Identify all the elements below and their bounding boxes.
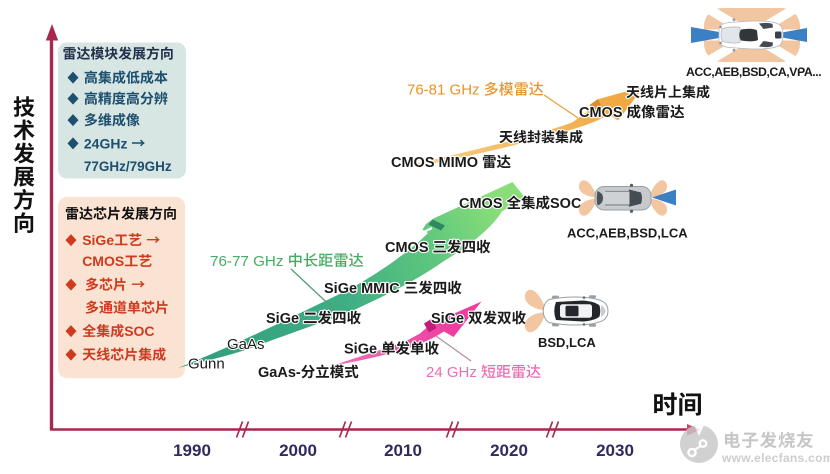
svg-text:CMOS: CMOS [82,253,124,269]
svg-text:ACC,AEB,BSD,CA,VPA...: ACC,AEB,BSD,CA,VPA... [686,65,821,79]
svg-text:Gunn: Gunn [188,356,225,373]
svg-text:76-77 GHz: 76-77 GHz [210,253,283,270]
svg-text:CMOS: CMOS [459,196,503,212]
svg-text:76-81 GHz: 76-81 GHz [407,82,480,99]
svg-text:CMOS: CMOS [385,240,429,256]
svg-text:GaAs: GaAs [227,336,265,353]
svg-text:SOC: SOC [550,196,582,212]
svg-text:77GHz/79GHz: 77GHz/79GHz [84,159,172,174]
svg-text:SiGe: SiGe [431,311,464,327]
svg-text:SiGe: SiGe [344,342,377,358]
svg-text:BSD,LCA: BSD,LCA [538,335,596,350]
svg-text:SiGe: SiGe [82,232,114,248]
svg-text:SiGe: SiGe [266,311,299,327]
svg-text:SOC: SOC [124,323,154,339]
svg-text:2000: 2000 [279,441,317,460]
svg-text:1990: 1990 [173,441,211,460]
svg-text:ACC,AEB,BSD,LCA: ACC,AEB,BSD,LCA [567,226,688,241]
svg-text:CMOS MIMO: CMOS MIMO [391,155,478,171]
svg-text:2010: 2010 [384,441,422,460]
svg-text:2020: 2020 [490,441,528,460]
svg-text:www.elecfans.com: www.elecfans.com [721,451,830,465]
svg-text:GaAs-: GaAs- [258,365,301,381]
svg-text:24GHz: 24GHz [84,135,128,151]
svg-text:24 GHz: 24 GHz [426,364,477,381]
svg-text:SiGe MMIC: SiGe MMIC [324,281,400,297]
svg-text:CMOS: CMOS [579,105,623,121]
svg-text:2030: 2030 [596,441,634,460]
